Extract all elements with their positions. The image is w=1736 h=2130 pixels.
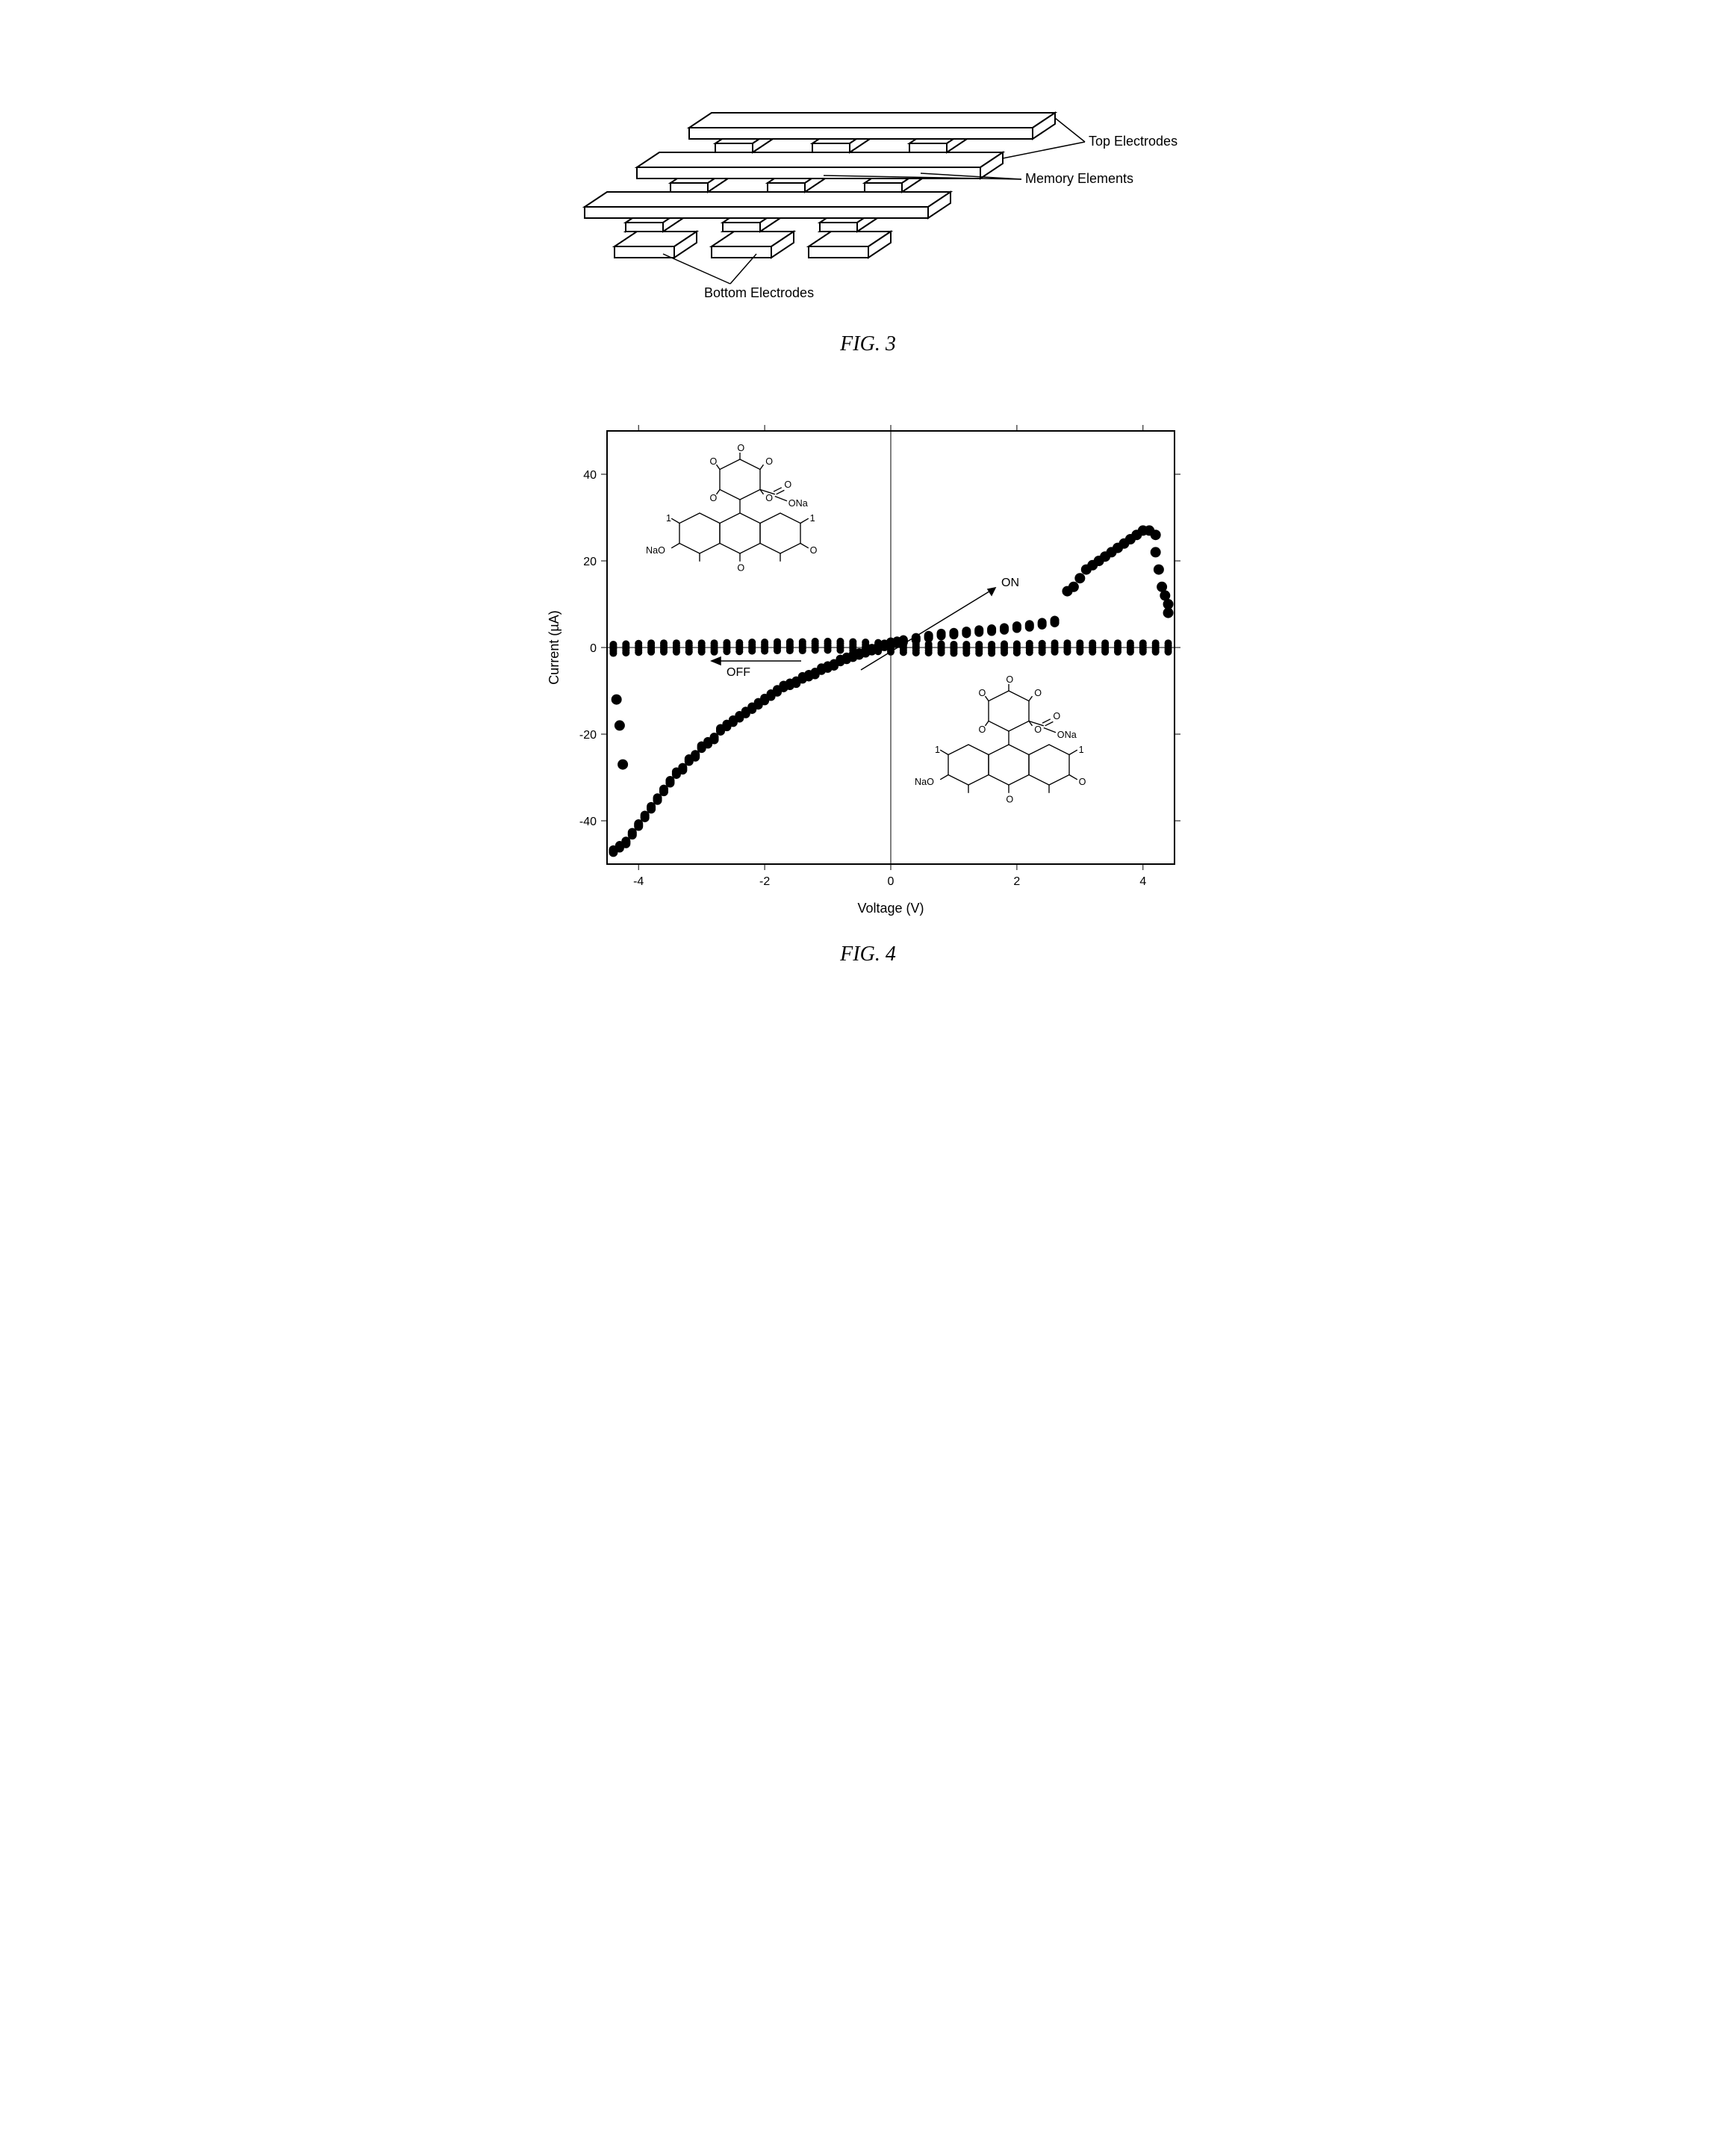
svg-text:O: O xyxy=(1034,724,1042,735)
fig4-caption: FIG. 4 xyxy=(532,943,1204,966)
svg-text:O: O xyxy=(1078,777,1086,787)
svg-text:ONa: ONa xyxy=(1057,730,1076,740)
x-axis-label: Voltage (V) xyxy=(857,901,924,916)
figure-3: Top Electrodes Memory Elements Bottom El… xyxy=(532,30,1204,356)
svg-text:O: O xyxy=(737,562,744,573)
svg-text:20: 20 xyxy=(583,556,597,568)
svg-text:1: 1 xyxy=(935,745,940,755)
svg-text:O: O xyxy=(709,493,717,503)
svg-text:-20: -20 xyxy=(579,729,596,742)
svg-text:O: O xyxy=(765,456,773,467)
svg-text:4: 4 xyxy=(1139,875,1146,888)
bottom-electrode-3 xyxy=(809,232,891,258)
svg-text:1: 1 xyxy=(666,513,671,524)
fig4-chart: -4-2024 -40-2002040 Voltage (V) Current … xyxy=(532,401,1204,924)
svg-text:NaO: NaO xyxy=(915,777,934,787)
fig3-caption: FIG. 3 xyxy=(532,332,1204,356)
svg-text:O: O xyxy=(784,479,791,490)
svg-text:-4: -4 xyxy=(633,875,644,888)
svg-text:O: O xyxy=(765,493,773,503)
top-electrode-front xyxy=(585,192,951,218)
svg-text:O: O xyxy=(737,443,744,453)
svg-text:O: O xyxy=(978,724,986,735)
svg-text:1: 1 xyxy=(1078,745,1083,755)
svg-text:0: 0 xyxy=(887,875,894,888)
y-axis-label: Current (µA) xyxy=(547,610,561,684)
svg-text:-40: -40 xyxy=(579,816,596,828)
svg-text:ONa: ONa xyxy=(788,498,807,509)
memory-elements-label: Memory Elements xyxy=(1025,171,1133,186)
svg-text:40: 40 xyxy=(583,469,597,482)
svg-text:O: O xyxy=(1053,711,1060,721)
svg-text:NaO: NaO xyxy=(646,545,665,556)
svg-text:1: 1 xyxy=(809,513,815,524)
svg-text:O: O xyxy=(1006,794,1013,804)
svg-text:O: O xyxy=(709,456,717,467)
svg-text:0: 0 xyxy=(590,642,597,655)
top-electrodes-label: Top Electrodes xyxy=(1089,134,1177,149)
svg-text:O: O xyxy=(809,545,817,556)
svg-text:2: 2 xyxy=(1013,875,1020,888)
svg-text:O: O xyxy=(1006,674,1013,685)
svg-text:-2: -2 xyxy=(759,875,769,888)
off-label: OFF xyxy=(727,666,750,679)
on-label: ON xyxy=(1001,577,1019,589)
bottom-electrode-1 xyxy=(615,232,697,258)
bottom-electrodes-label: Bottom Electrodes xyxy=(704,285,814,300)
top-electrode-back xyxy=(689,113,1055,139)
svg-text:O: O xyxy=(1034,688,1042,698)
fig3-diagram: Top Electrodes Memory Elements Bottom El… xyxy=(532,30,1204,314)
bottom-electrode-2 xyxy=(712,232,794,258)
figure-4: -4-2024 -40-2002040 Voltage (V) Current … xyxy=(532,401,1204,966)
svg-text:O: O xyxy=(978,688,986,698)
